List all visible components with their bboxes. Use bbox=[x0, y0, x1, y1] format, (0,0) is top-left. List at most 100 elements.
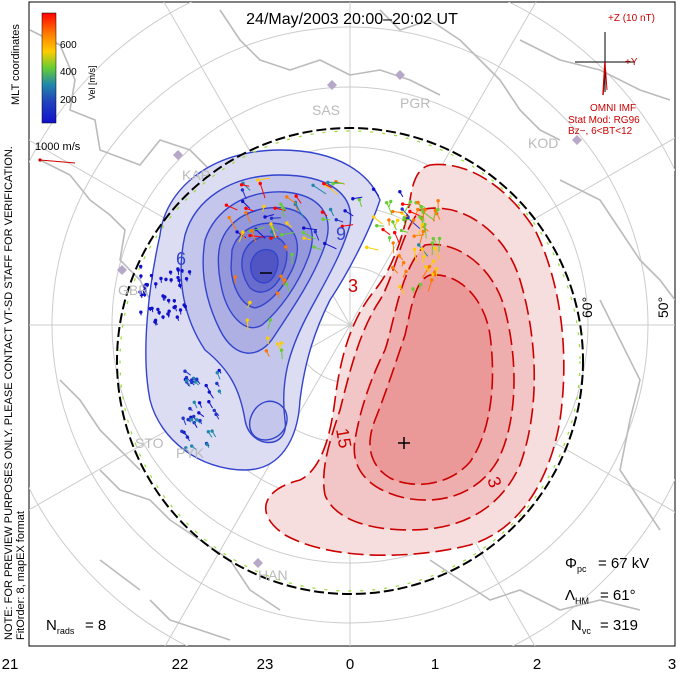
imf-stat-mod: Stat Mod: RG96 bbox=[568, 115, 640, 126]
velocity-vector bbox=[186, 436, 191, 442]
velocity-vector bbox=[183, 431, 190, 439]
velocity-vector bbox=[280, 342, 283, 348]
vector-origin bbox=[161, 294, 165, 298]
velocity-vector bbox=[303, 237, 312, 241]
velocity-vector bbox=[382, 229, 391, 236]
velocity-vector bbox=[191, 382, 195, 386]
contour-label-9: 9 bbox=[336, 224, 346, 244]
velocity-vector bbox=[270, 223, 277, 239]
mlt-tick-2: 2 bbox=[533, 656, 541, 673]
velocity-vector bbox=[189, 271, 191, 276]
velocity-vector bbox=[325, 185, 339, 195]
velocity-vector bbox=[150, 275, 153, 280]
velocity-vector bbox=[323, 183, 332, 189]
velocity-vector bbox=[324, 242, 337, 250]
velocity-vector bbox=[271, 231, 276, 241]
imf-bz-label: +Z (10 nT) bbox=[608, 13, 655, 24]
velocity-vector bbox=[417, 224, 423, 236]
velocity-vector bbox=[342, 224, 354, 227]
velocity-vector bbox=[344, 210, 354, 217]
velocity-vector bbox=[242, 201, 251, 209]
vector-origin bbox=[418, 282, 423, 287]
velocity-vector bbox=[295, 195, 302, 204]
velocity-vector bbox=[198, 412, 205, 418]
velocity-vector bbox=[206, 444, 210, 449]
velocity-vector bbox=[265, 350, 270, 357]
velocity-vector bbox=[388, 201, 392, 208]
velocity-vector bbox=[215, 414, 220, 420]
velocity-vector bbox=[280, 275, 286, 284]
velocity-vector bbox=[249, 235, 265, 238]
preview-note: NOTE: FOR PREVIEW PURPOSES ONLY. PLEASE … bbox=[3, 146, 15, 640]
vector-origin bbox=[269, 216, 274, 220]
contour-label-3-upper: 3 bbox=[348, 276, 358, 296]
velocity-vector bbox=[216, 383, 220, 387]
velocity-vector bbox=[358, 199, 363, 208]
mlt-tick-3: 3 bbox=[668, 656, 676, 673]
velocity-vector bbox=[280, 350, 283, 360]
station-sto: STO bbox=[135, 435, 164, 451]
velocity-vector bbox=[179, 285, 182, 289]
velocity-vector bbox=[191, 445, 198, 451]
velocity-vector bbox=[352, 196, 363, 200]
velocity-vector bbox=[245, 212, 252, 224]
vector-origin bbox=[139, 274, 143, 278]
velocity-vectors bbox=[138, 177, 442, 452]
velocity-vector bbox=[167, 313, 170, 318]
nvc-value: = 319 bbox=[600, 617, 638, 634]
velocity-vector bbox=[241, 189, 247, 200]
velocity-vector bbox=[436, 213, 441, 220]
vector-origin bbox=[279, 341, 284, 345]
negative-cell bbox=[145, 149, 381, 471]
imf-by-label: +Y bbox=[625, 57, 638, 68]
velocity-vector bbox=[218, 390, 222, 395]
imf-dial: +Z (10 nT) +Y OMNI IMF Stat Mod: RG96 Bz… bbox=[568, 13, 655, 137]
velocity-vector bbox=[421, 256, 425, 263]
mlt-tick-22: 22 bbox=[172, 656, 189, 673]
velocity-colorbar: 600 400 200 Vel [m/s] bbox=[41, 12, 97, 124]
velocity-vector bbox=[312, 184, 327, 195]
velocity-vector bbox=[402, 203, 412, 206]
vector-origin bbox=[166, 312, 170, 316]
velocity-vector bbox=[267, 319, 271, 330]
velocity-vector bbox=[373, 188, 380, 197]
vector-origin bbox=[176, 268, 180, 272]
vector-origin bbox=[157, 310, 161, 315]
velocity-vector bbox=[207, 431, 213, 438]
colorbar-scale bbox=[41, 12, 57, 124]
velocity-vector bbox=[251, 230, 257, 243]
station-han: HAN bbox=[258, 567, 288, 583]
velocity-vector bbox=[392, 221, 397, 231]
velocity-vector bbox=[303, 232, 316, 240]
velocity-vector bbox=[277, 293, 280, 298]
colorbar-tick-600: 600 bbox=[60, 40, 77, 51]
velocity-vector bbox=[415, 209, 419, 214]
velocity-vector bbox=[330, 209, 335, 217]
vector-origin bbox=[275, 342, 280, 346]
fit-order-label: FitOrder: 8, mapEX format bbox=[15, 511, 27, 640]
page-title: 24/May/2003 20:00–20:02 UT bbox=[246, 11, 458, 28]
station-labels: SAS PGR KOD KAP STO PYK HAN GBR bbox=[118, 95, 558, 583]
velocity-vector bbox=[178, 280, 181, 285]
vector-origin bbox=[402, 215, 406, 220]
velocity-vector bbox=[336, 219, 344, 223]
velocity-vector bbox=[242, 182, 251, 191]
velocity-vector bbox=[392, 211, 404, 214]
velocity-vector bbox=[394, 232, 400, 244]
velocity-vector bbox=[373, 216, 383, 225]
velocity-vector bbox=[392, 267, 399, 274]
velocity-vector bbox=[194, 381, 199, 386]
fit-statistics: Φpc = 67 kV ΛHM = 61° Nvc = 319 Nrads = … bbox=[46, 555, 649, 636]
vector-origin bbox=[263, 215, 267, 219]
vector-origin bbox=[166, 298, 171, 303]
velocity-vector bbox=[257, 177, 271, 181]
velocity-vector bbox=[314, 231, 320, 241]
velocity-vector bbox=[432, 238, 437, 243]
imf-source: OMNI IMF bbox=[590, 103, 636, 114]
vector-origin bbox=[412, 234, 416, 238]
velocity-vector bbox=[199, 420, 203, 425]
velocity-vector bbox=[285, 246, 288, 252]
velocity-vector bbox=[193, 402, 198, 409]
velocity-vector bbox=[186, 278, 188, 282]
phi-pc-label: Φpc bbox=[565, 555, 587, 574]
